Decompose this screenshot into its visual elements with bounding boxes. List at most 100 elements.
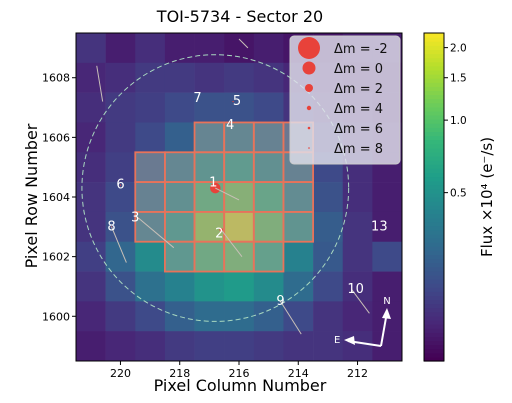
aperture-pixel: [223, 151, 255, 183]
heatmap-cell: [253, 62, 284, 93]
heatmap-cell: [313, 211, 344, 243]
colorbar-band: [424, 217, 444, 223]
heatmap-cell: [342, 271, 373, 302]
colorbar-band: [424, 82, 444, 87]
colorbar-band: [424, 270, 444, 276]
colorbar-band: [424, 246, 444, 251]
colorbar-band: [424, 229, 444, 235]
colorbar-band: [424, 41, 444, 46]
east-label: E: [334, 335, 340, 346]
colorbar-band: [424, 213, 444, 219]
star-label-13: 13: [371, 219, 388, 234]
colorbar-band: [424, 74, 444, 79]
proper-motion-arrow: [280, 301, 302, 335]
heatmap-cell: [105, 62, 136, 93]
heatmap-cell: [224, 331, 255, 362]
heatmap-cell: [342, 331, 373, 362]
aperture-pixel: [134, 151, 166, 183]
colorbar-band: [424, 188, 444, 194]
legend-box: [289, 35, 401, 165]
aperture-pixel: [164, 151, 196, 183]
star-marker-7: [196, 97, 199, 100]
heatmap-cell: [372, 241, 403, 272]
x-axis-label: Pixel Column Number: [154, 376, 327, 395]
heatmap-cell: [105, 301, 136, 332]
colorbar-band: [424, 197, 444, 202]
colorbar-band: [424, 147, 444, 153]
heatmap-cell: [135, 33, 166, 64]
colorbar-band: [424, 274, 444, 280]
aperture-pixel: [164, 181, 196, 213]
heatmap-cell: [76, 182, 106, 213]
heatmap-cell: [105, 92, 136, 123]
colorbar-band: [424, 205, 444, 210]
colorbar-band: [424, 57, 444, 63]
heatmap-cell: [135, 92, 166, 123]
legend-label: Δm = 6: [334, 122, 383, 137]
heatmap-cell: [253, 33, 284, 64]
colorbar-band: [424, 192, 444, 198]
heatmap-cell: [372, 271, 403, 302]
y-tick-label: 1606: [42, 131, 70, 144]
colorbar-band: [424, 33, 444, 38]
star-label-4: 4: [226, 118, 234, 133]
proper-motion-arrow: [137, 217, 175, 249]
star-marker-1: [210, 182, 221, 194]
heatmap-cell: [105, 122, 136, 153]
heatmap-cell: [253, 271, 284, 302]
heatmap-cell: [194, 301, 225, 332]
heatmap-cell: [283, 241, 314, 272]
star-marker-13: [374, 226, 376, 228]
heatmap-cell: [224, 62, 255, 93]
x-tick-label: 214: [288, 367, 309, 380]
heatmap-cell: [224, 92, 255, 123]
legend-marker: [305, 84, 313, 92]
aperture-pixel: [252, 240, 285, 273]
heatmap-cell: [224, 301, 255, 332]
legend-label: Δm = 2: [334, 82, 383, 97]
colorbar-band: [424, 233, 444, 239]
aperture-pixel: [134, 211, 166, 243]
star-label-9: 9: [276, 294, 284, 309]
legend-label: Δm = -2: [334, 42, 388, 57]
colorbar-band: [424, 279, 444, 284]
heatmap-cell: [164, 271, 195, 302]
heatmap-cell: [105, 331, 136, 362]
star-label-7: 7: [193, 91, 201, 106]
colorbar-band: [424, 106, 444, 112]
colorbar-band: [424, 184, 444, 190]
aperture-pixel: [164, 211, 196, 243]
heatmap-cell: [342, 241, 373, 272]
colorbar-band: [424, 311, 444, 317]
heatmap-cell: [164, 92, 195, 123]
aperture-pixel: [164, 240, 196, 273]
heatmap-cell: [164, 301, 195, 332]
heatmap-cell: [76, 271, 106, 302]
colorbar-band: [424, 160, 444, 165]
colorbar-band: [424, 69, 444, 75]
heatmap-cell: [194, 92, 225, 123]
colorbar-band: [424, 61, 444, 67]
x-tick-label: 216: [229, 367, 250, 380]
heatmap-cell: [164, 331, 195, 362]
colorbar-band: [424, 168, 444, 173]
colorbar-band: [424, 295, 444, 301]
y-tick-label: 1608: [42, 72, 70, 85]
colorbar-band: [424, 65, 444, 71]
colorbar-band: [424, 86, 444, 91]
heatmap-cell: [253, 92, 284, 123]
colorbar-band: [424, 172, 444, 178]
heatmap-cell: [283, 271, 314, 302]
heatmap-cell: [76, 152, 106, 183]
colorbar-band: [424, 135, 444, 141]
colorbar-band: [424, 283, 444, 288]
colorbar-band: [424, 291, 444, 296]
aperture-pixel: [223, 240, 255, 273]
star-label-6: 6: [116, 178, 124, 193]
heatmap-cell: [76, 62, 106, 93]
heatmap-cell: [105, 241, 136, 272]
proper-motion-arrow: [351, 289, 370, 314]
star-label-10: 10: [347, 282, 364, 297]
legend-label: Δm = 4: [334, 102, 383, 117]
